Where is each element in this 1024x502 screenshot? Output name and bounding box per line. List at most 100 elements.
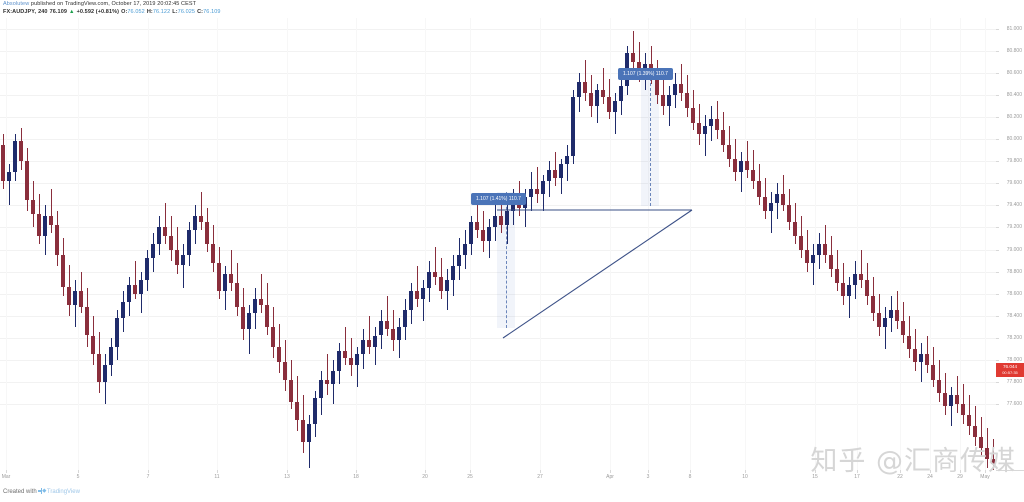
candle-body (595, 89, 599, 107)
symbol-ticker[interactable]: FX:AUDJPY (3, 8, 35, 15)
low-label: L: (172, 8, 178, 15)
candle-body (181, 255, 185, 265)
candle-body (61, 255, 65, 287)
support-trendline[interactable] (502, 209, 693, 339)
candle-body (235, 282, 239, 307)
candle-body (223, 273, 227, 292)
time-axis-tick (78, 470, 79, 473)
price-axis-tick (996, 139, 999, 141)
candle-body (325, 379, 329, 384)
time-axis-label: 5 (76, 474, 80, 480)
candle-body (391, 328, 395, 340)
candle-body (451, 266, 455, 281)
candle-body (727, 144, 731, 160)
candle-body (367, 339, 371, 347)
candle-wick (993, 439, 994, 470)
vertical-gridline (857, 18, 858, 470)
candle-body (409, 291, 413, 311)
candle-body (511, 203, 515, 211)
candle-body (313, 398, 317, 424)
price-axis-label: 80.000 (1006, 136, 1022, 143)
vertical-gridline (78, 18, 79, 470)
candle-wick (681, 64, 682, 101)
time-axis-tick (425, 470, 426, 473)
gridline (0, 381, 996, 383)
gridline (0, 139, 996, 141)
candle-body (805, 249, 809, 263)
price-axis-label: 78.200 (1006, 334, 1022, 341)
price-change: +0.592 (+0.81%) (76, 8, 120, 15)
candle-wick (51, 188, 52, 233)
chart-plot-area[interactable]: 1.107 (1.41%) 110.7 1.107 (1.39%) 110.7 (0, 18, 997, 471)
time-axis-label: 24 (927, 474, 933, 480)
candle-wick (345, 326, 346, 366)
candle-body (385, 321, 389, 329)
measure-annotation-1[interactable]: 1.107 (1.41%) 110.7 (472, 194, 525, 204)
time-axis[interactable]: Mar 5 7 11 13 18 20 25 27 Apr 3 8 10 15 17 22 24 29 May (0, 470, 996, 486)
candle-body (19, 141, 23, 162)
candle-body (853, 273, 857, 285)
candle-wick (387, 295, 388, 336)
price-axis-tick (996, 293, 999, 295)
chart-header-symbol-line: FX:AUDJPY, 240 76.109 ▲ +0.592 (+0.81%) O:76.… (3, 8, 221, 15)
candle-body (577, 81, 581, 98)
vertical-gridline (356, 18, 357, 470)
vertical-gridline (960, 18, 961, 470)
candle-body (277, 346, 281, 362)
candle-body (247, 313, 251, 329)
candle-body (919, 354, 923, 362)
candle-wick (615, 92, 616, 134)
vertical-gridline (148, 18, 149, 470)
time-axis-tick (690, 470, 691, 473)
candle-body (163, 227, 167, 237)
candle-wick (849, 277, 850, 318)
candle-body (499, 216, 503, 226)
candle-body (799, 236, 803, 250)
time-axis-label: 25 (467, 474, 473, 480)
candle-body (37, 214, 41, 237)
chart-header-publish-line: Absolutew published on TradingView.com, … (3, 1, 196, 9)
vertical-gridline (217, 18, 218, 470)
candle-body (637, 62, 641, 74)
candle-body (199, 216, 203, 222)
price-axis-tick (996, 183, 999, 185)
candle-wick (921, 343, 922, 382)
tradingview-brand[interactable]: TradingView (46, 489, 80, 495)
candle-wick (477, 199, 478, 239)
vertical-gridline (6, 18, 7, 470)
price-axis-label: 79.600 (1006, 180, 1022, 187)
candle-body (775, 194, 779, 204)
interval-label[interactable]: 240 (38, 8, 48, 15)
author-name[interactable]: Absolutew (3, 1, 30, 7)
candle-body (397, 326, 401, 340)
time-axis-tick (287, 470, 288, 473)
gridline (0, 403, 996, 405)
price-axis-tick (996, 271, 999, 273)
candle-body (763, 196, 767, 211)
gridline (0, 73, 996, 75)
price-axis[interactable]: 76.044 00:57:35 81.000 80.800 80.600 80.400… (996, 18, 1024, 471)
time-axis-label: 20 (422, 474, 428, 480)
candle-body (571, 97, 575, 156)
candle-body (667, 95, 671, 107)
candle-wick (603, 67, 604, 104)
current-price-value: 76.044 (1002, 364, 1018, 369)
vertical-gridline (985, 18, 986, 470)
price-axis-tick (996, 205, 999, 207)
candle-body (769, 203, 773, 211)
price-axis-label: 79.200 (1006, 224, 1022, 231)
candle-body (13, 141, 17, 173)
candle-body (589, 92, 593, 107)
candle-body (739, 161, 743, 173)
candle-body (733, 159, 737, 173)
time-axis-label: 10 (742, 474, 748, 480)
tradingview-logo-icon (38, 488, 46, 494)
time-axis-label: May (980, 474, 990, 480)
price-axis-label: 79.400 (1006, 202, 1022, 209)
measure-annotation-2[interactable]: 1.107 (1.39%) 110.7 (619, 69, 672, 79)
vertical-gridline (470, 18, 471, 470)
candle-body (271, 326, 275, 347)
candle-body (709, 119, 713, 127)
candle-body (73, 291, 77, 305)
